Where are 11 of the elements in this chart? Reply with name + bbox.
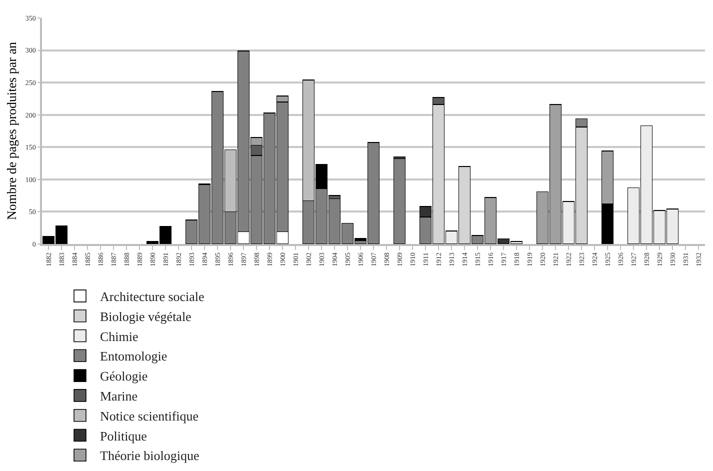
legend-label: Notice scientifique [100,408,199,424]
legend-label: Marine [100,388,138,404]
legend-label: Entomologie [100,348,168,364]
legend-label: Politique [100,428,148,444]
legend-label: Théorie biologique [100,448,200,464]
y-axis-title: Nombre de pages produites par an [4,42,19,220]
legend-label: Géologie [100,368,148,384]
legend-label: Biologie végétale [100,308,192,324]
legend-label: Architecture sociale [100,289,205,304]
bar [393,158,406,244]
legend-label: Chimie [100,328,139,344]
